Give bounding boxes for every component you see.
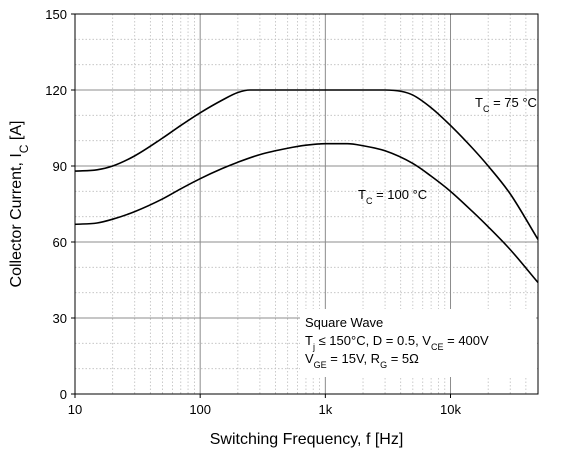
y-tick-label: 120 (45, 83, 67, 98)
y-tick-label: 0 (60, 387, 67, 402)
conditions-annotation: Square Wave Tj ≤ 150°C, D = 0.5, VCE = 40… (300, 309, 536, 377)
tick-labels: 10 100 1k 10k 0 30 60 90 120 150 (45, 7, 461, 417)
plot-frame (74, 13, 539, 395)
series-label-1: TC = 75 °C (475, 95, 537, 114)
annotation-line: Tj ≤ 150°C, D = 0.5, VCE = 400V (305, 333, 489, 352)
x-tick-label: 10k (440, 402, 461, 417)
y-tick-label: 150 (45, 7, 67, 22)
series-line-2 (74, 142, 539, 284)
annotation-line: VGE = 15V, RG = 5Ω (305, 351, 419, 370)
y-tick-label: 90 (53, 159, 67, 174)
x-tick-label: 1k (318, 402, 332, 417)
series-labels: TC = 75 °C TC = 100 °C (358, 95, 537, 206)
major-grid (75, 14, 538, 394)
series-line-1 (74, 89, 539, 240)
y-tick-label: 30 (53, 311, 67, 326)
y-axis-title: Collector Current, IC [A] (8, 121, 31, 288)
x-tick-label: 100 (189, 402, 211, 417)
x-axis-title: Switching Frequency, f [Hz] (210, 431, 404, 448)
minor-grid (75, 14, 538, 394)
annotation-line: Square Wave (305, 315, 383, 330)
series-label-2: TC = 100 °C (358, 187, 427, 206)
y-tick-label: 60 (53, 235, 67, 250)
x-tick-label: 10 (68, 402, 82, 417)
annotation-background (300, 309, 536, 377)
series-layer (74, 89, 539, 284)
